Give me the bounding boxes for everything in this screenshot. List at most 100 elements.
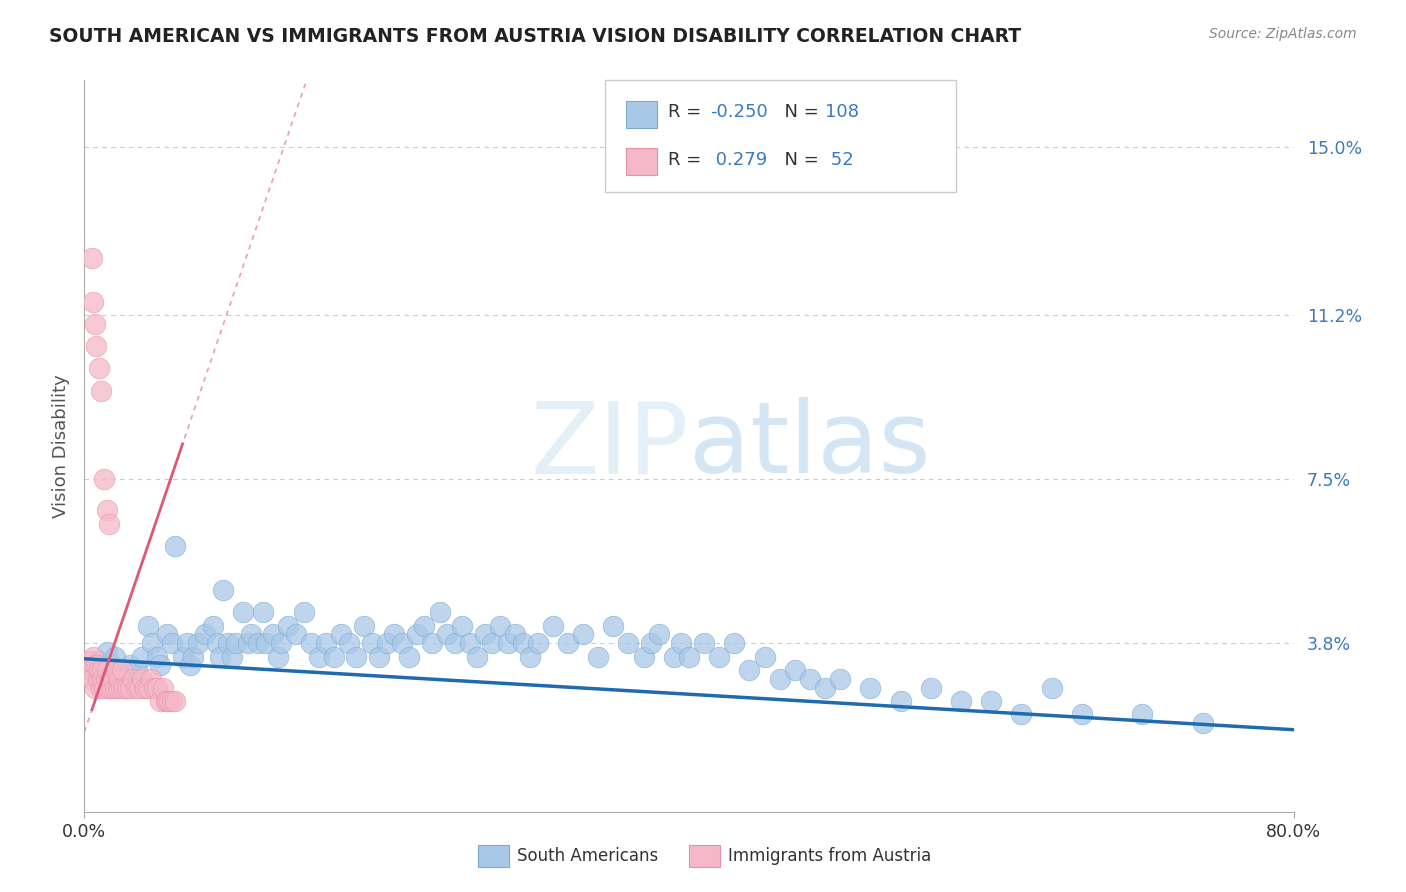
Point bbox=[155, 694, 177, 708]
Point bbox=[176, 636, 198, 650]
Point bbox=[80, 672, 103, 686]
Point bbox=[149, 658, 172, 673]
Point bbox=[131, 672, 153, 686]
Point bbox=[221, 649, 243, 664]
Point bbox=[152, 681, 174, 695]
Text: R =: R = bbox=[668, 151, 707, 169]
Point bbox=[277, 618, 299, 632]
Point bbox=[671, 636, 693, 650]
Point bbox=[136, 618, 159, 632]
Point bbox=[950, 694, 973, 708]
Point bbox=[172, 649, 194, 664]
Point bbox=[262, 627, 284, 641]
Point bbox=[239, 627, 262, 641]
Point bbox=[406, 627, 429, 641]
Point bbox=[353, 618, 375, 632]
Text: R =: R = bbox=[668, 103, 707, 121]
Point bbox=[107, 672, 129, 686]
Point bbox=[79, 654, 101, 668]
Point bbox=[110, 681, 132, 695]
Text: 108: 108 bbox=[825, 103, 859, 121]
Point bbox=[322, 649, 344, 664]
Point bbox=[90, 384, 112, 398]
Point bbox=[160, 636, 183, 650]
Point bbox=[101, 672, 124, 686]
Point bbox=[127, 663, 149, 677]
Point bbox=[146, 681, 169, 695]
Point bbox=[209, 649, 232, 664]
Point bbox=[436, 627, 458, 641]
Point bbox=[662, 649, 685, 664]
Point bbox=[527, 636, 550, 650]
Point bbox=[97, 681, 120, 695]
Point bbox=[292, 605, 315, 619]
Point bbox=[91, 663, 114, 677]
Point bbox=[588, 649, 610, 664]
Point bbox=[142, 681, 165, 695]
Point bbox=[149, 694, 172, 708]
Text: N =: N = bbox=[773, 103, 825, 121]
Point bbox=[108, 672, 131, 686]
Point bbox=[104, 681, 127, 695]
Point bbox=[474, 627, 496, 641]
Point bbox=[633, 649, 655, 664]
Point bbox=[131, 649, 153, 664]
Point bbox=[814, 681, 837, 695]
Text: 52: 52 bbox=[825, 151, 853, 169]
Text: ZIP: ZIP bbox=[530, 398, 689, 494]
Point bbox=[769, 672, 792, 686]
Point bbox=[481, 636, 503, 650]
Point bbox=[91, 672, 114, 686]
Point bbox=[194, 627, 217, 641]
Point bbox=[738, 663, 761, 677]
Point bbox=[225, 636, 247, 650]
Point bbox=[640, 636, 662, 650]
Point bbox=[859, 681, 882, 695]
Point bbox=[89, 654, 111, 668]
Point bbox=[572, 627, 595, 641]
Point bbox=[799, 672, 821, 686]
Point bbox=[360, 636, 382, 650]
Point bbox=[118, 681, 141, 695]
Point bbox=[783, 663, 806, 677]
Point bbox=[503, 627, 526, 641]
Point bbox=[121, 672, 143, 686]
Point bbox=[121, 672, 143, 686]
Point bbox=[413, 618, 436, 632]
Point bbox=[80, 663, 103, 677]
Point bbox=[346, 649, 368, 664]
Point bbox=[267, 649, 290, 664]
Point bbox=[308, 649, 330, 664]
Point bbox=[100, 681, 122, 695]
Point bbox=[86, 658, 108, 673]
Point bbox=[93, 681, 115, 695]
Point bbox=[375, 636, 398, 650]
Point bbox=[136, 681, 159, 695]
Point bbox=[617, 636, 640, 650]
Point bbox=[1130, 707, 1153, 722]
Point bbox=[330, 627, 353, 641]
Point bbox=[128, 681, 150, 695]
Point bbox=[105, 663, 128, 677]
Point bbox=[299, 636, 322, 650]
Point bbox=[165, 539, 187, 553]
Point bbox=[98, 672, 121, 686]
Point bbox=[134, 681, 156, 695]
Point bbox=[252, 605, 274, 619]
Text: Source: ZipAtlas.com: Source: ZipAtlas.com bbox=[1209, 27, 1357, 41]
Point bbox=[830, 672, 852, 686]
Point bbox=[247, 636, 270, 650]
Point bbox=[97, 516, 120, 531]
Point bbox=[181, 649, 204, 664]
Text: South Americans: South Americans bbox=[517, 847, 658, 865]
Point bbox=[146, 649, 169, 664]
Text: 0.279: 0.279 bbox=[710, 151, 768, 169]
Point bbox=[489, 618, 512, 632]
Point bbox=[541, 618, 564, 632]
Point bbox=[201, 618, 224, 632]
Point bbox=[139, 672, 162, 686]
Point bbox=[77, 663, 100, 677]
Point bbox=[217, 636, 239, 650]
Point bbox=[87, 672, 110, 686]
Point bbox=[165, 694, 187, 708]
